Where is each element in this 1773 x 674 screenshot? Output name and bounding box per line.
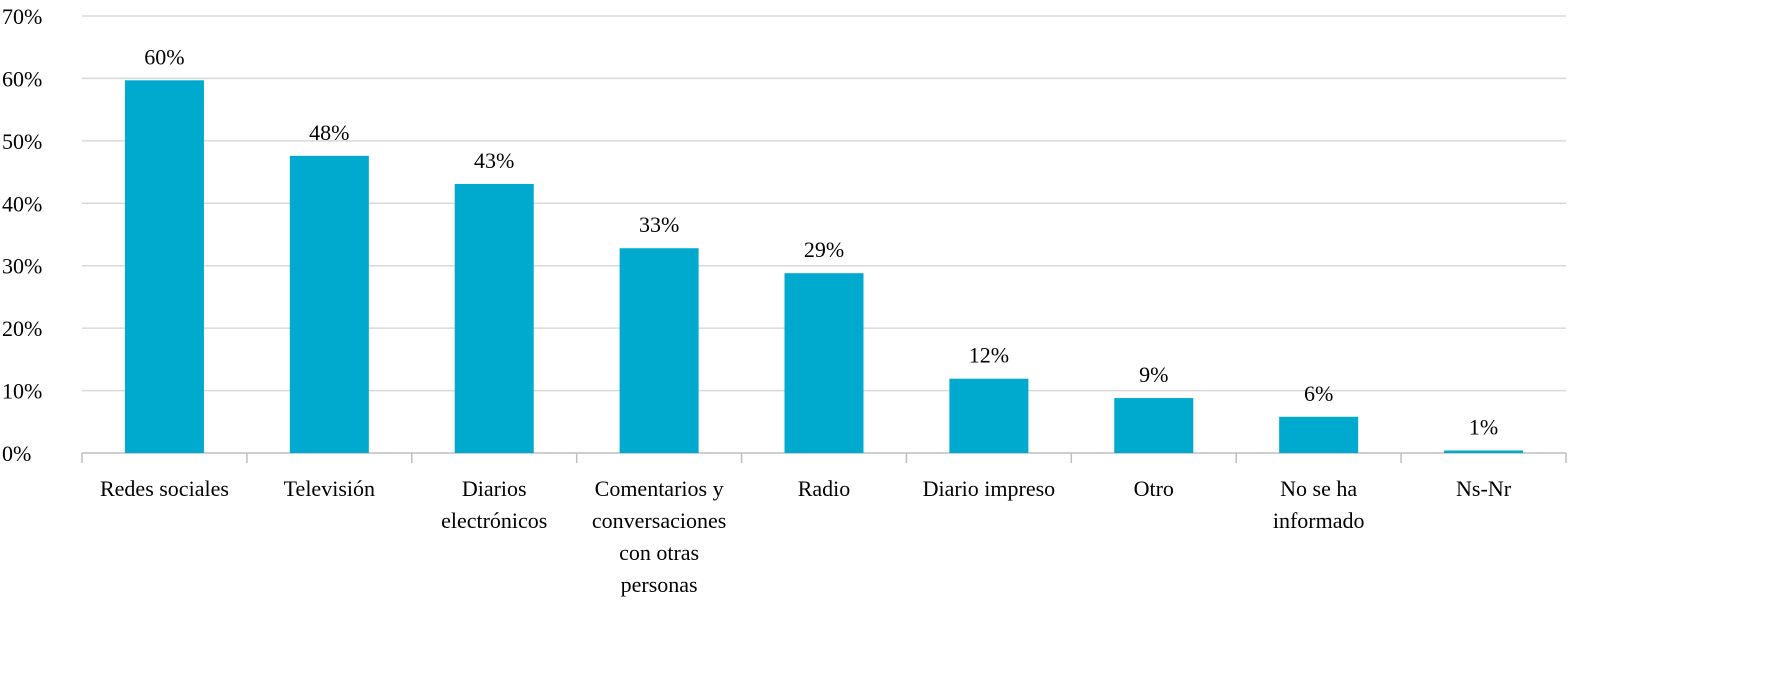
x-axis-category-labels: Redes sociales Televisión Diarios electróni…	[100, 476, 1512, 597]
data-labels: 60% 48% 43% 33% 29% 12% 9% 6% 1%	[144, 44, 1498, 439]
bar	[124, 80, 204, 454]
category-label: Comentarios y conversaciones con otras pers…	[592, 476, 726, 597]
bar	[454, 183, 534, 453]
bar	[289, 155, 369, 453]
data-label: 12%	[969, 343, 1009, 368]
category-label-line: No se ha	[1280, 476, 1357, 501]
bars	[124, 80, 1524, 454]
data-label: 1%	[1469, 415, 1498, 440]
category-label-line: conversaciones	[592, 508, 726, 533]
y-tick-label: 0%	[2, 441, 31, 466]
bar	[1444, 450, 1524, 453]
category-label: Televisión	[284, 476, 375, 501]
data-label: 43%	[474, 148, 514, 173]
y-tick-label: 70%	[2, 4, 42, 29]
data-label: 60%	[144, 44, 184, 69]
bar	[784, 273, 864, 453]
y-tick-label: 40%	[2, 191, 42, 216]
category-label: Radio	[798, 476, 851, 501]
category-label-line: informado	[1273, 508, 1365, 533]
bar	[1279, 416, 1359, 453]
y-tick-label: 50%	[2, 129, 42, 154]
y-tick-label: 10%	[2, 379, 42, 404]
x-axis	[81, 452, 1567, 463]
category-label: Ns-Nr	[1456, 476, 1512, 501]
category-label-line: Diario impreso	[923, 476, 1056, 501]
category-label: Diarios electrónicos	[441, 476, 547, 533]
data-label: 6%	[1304, 381, 1333, 406]
y-tick-label: 30%	[2, 254, 42, 279]
category-label-line: personas	[621, 572, 698, 597]
category-label: Diario impreso	[923, 476, 1056, 501]
category-label-line: Otro	[1134, 476, 1174, 501]
category-label-line: Televisión	[284, 476, 375, 501]
data-label: 29%	[804, 237, 844, 262]
data-label: 33%	[639, 212, 679, 237]
data-label: 48%	[309, 120, 349, 145]
category-label-line: Comentarios y	[595, 476, 724, 501]
category-label-line: Radio	[798, 476, 851, 501]
bar	[619, 248, 699, 453]
category-label-line: Ns-Nr	[1456, 476, 1512, 501]
y-tick-label: 60%	[2, 66, 42, 91]
category-label-line: con otras	[619, 540, 699, 565]
category-label-line: electrónicos	[441, 508, 547, 533]
bar	[1114, 398, 1194, 453]
category-label-line: Diarios	[462, 476, 527, 501]
y-axis-tick-labels: 0% 10% 20% 30% 40% 50% 60% 70%	[2, 4, 42, 466]
data-label: 9%	[1139, 362, 1168, 387]
bar	[949, 378, 1029, 453]
y-tick-label: 20%	[2, 316, 42, 341]
category-label: No se ha informado	[1273, 476, 1365, 533]
category-label-line: Redes sociales	[100, 476, 229, 501]
category-label: Otro	[1134, 476, 1174, 501]
category-label: Redes sociales	[100, 476, 229, 501]
